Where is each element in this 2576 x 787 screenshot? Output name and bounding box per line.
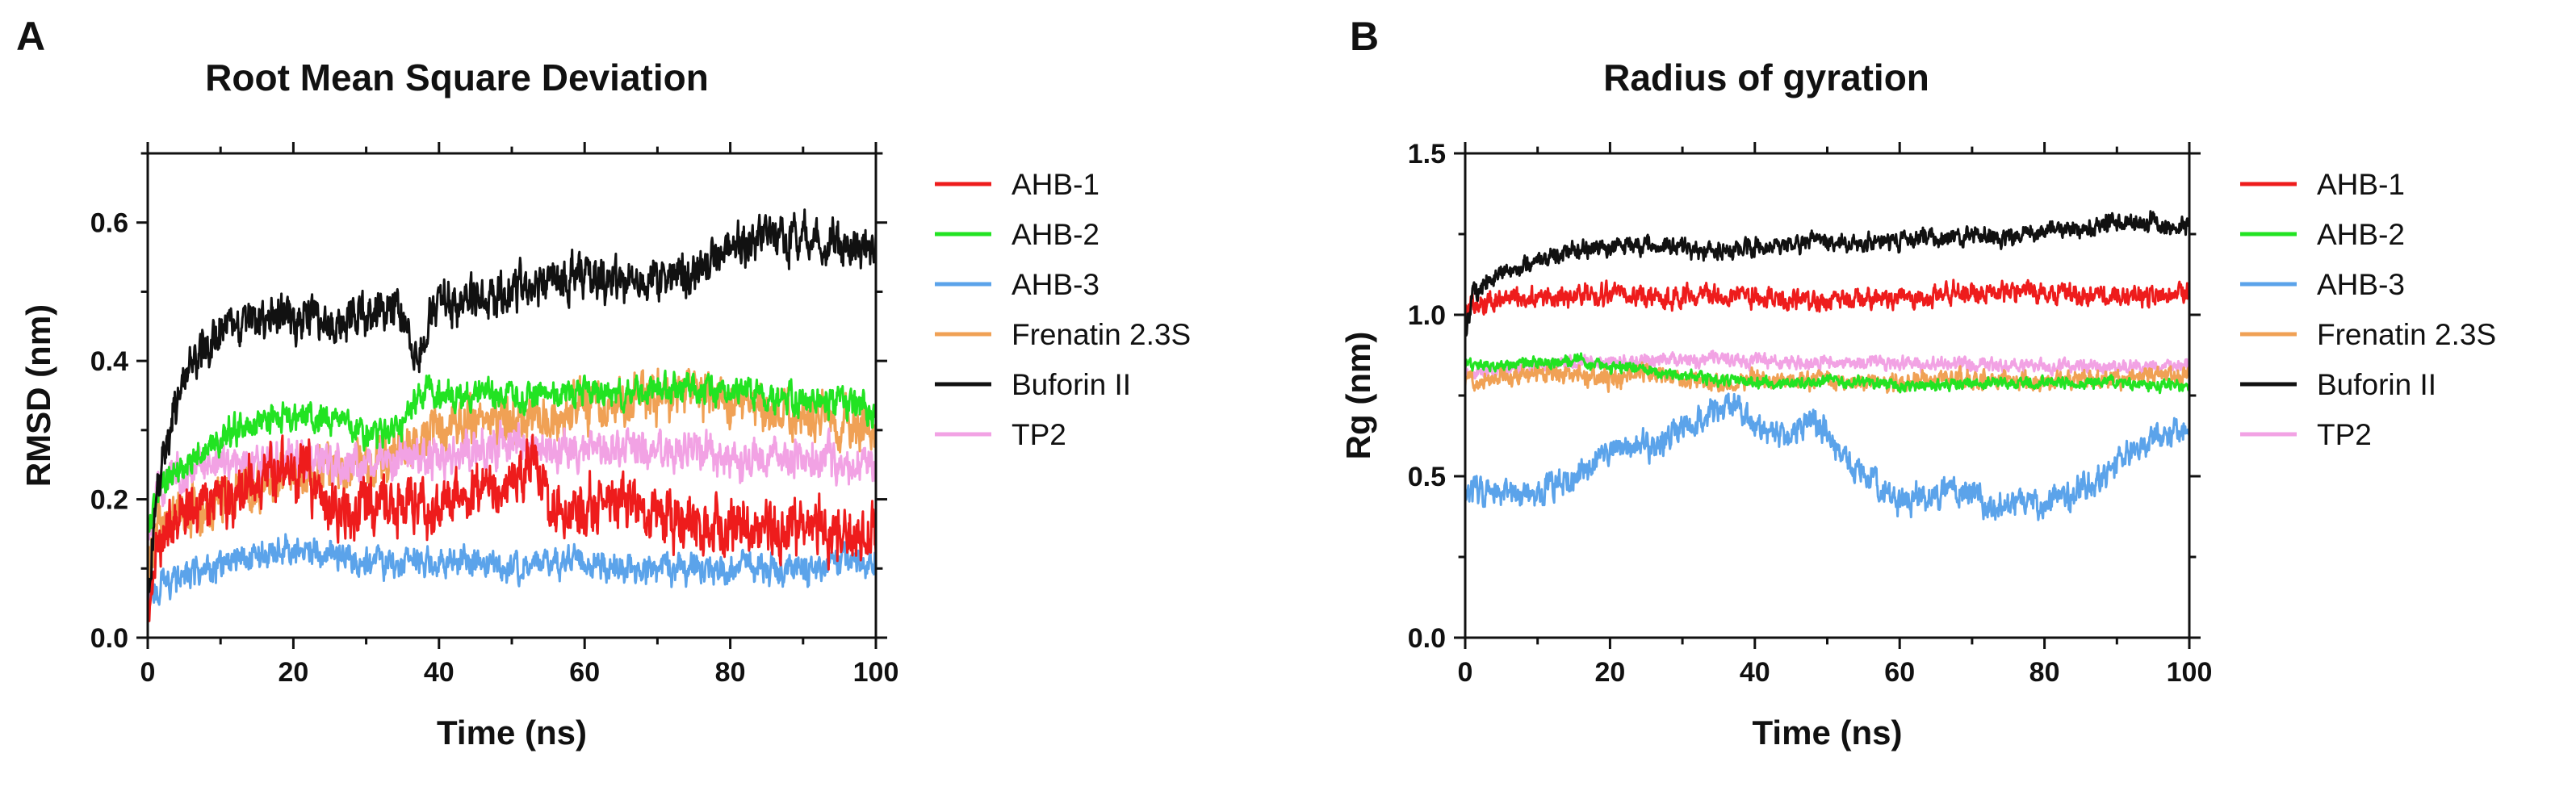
- x-tick-label: 60: [569, 657, 600, 688]
- panel-letter-a: A: [16, 14, 45, 59]
- y-tick-label: 0.0: [1408, 623, 1446, 654]
- panel-b: B Radius of gyration 0 20 40 60 80 100 0.0 0.5 1…: [1339, 14, 2496, 751]
- legend-label: AHB-1: [2317, 168, 2405, 201]
- y-axis-label: Rg (nm): [1339, 332, 1377, 460]
- legend-item: Frenatin 2.3S: [935, 318, 1191, 351]
- chart-title-rmsd: Root Mean Square Deviation: [205, 57, 709, 98]
- rmsd-plot: 0 20 40 60 80 100 0.0 0.2 0.4 0.6 Time (ns) RMSD (n…: [19, 142, 1191, 751]
- chart-title-rg: Radius of gyration: [1603, 57, 1929, 98]
- panel-a: A Root Mean Square Deviation 0 20 40 60 80 10…: [16, 14, 1191, 751]
- x-tick-label: 40: [1740, 657, 1770, 688]
- series-group: [146, 208, 878, 622]
- series-line-ahb-3: [1464, 392, 2191, 521]
- y-tick-label: 1.5: [1408, 139, 1446, 170]
- legend-label: Buforin II: [1012, 368, 1131, 401]
- legend-label: AHB-1: [1012, 168, 1100, 201]
- legend-item: TP2: [935, 418, 1066, 451]
- legend-label: AHB-2: [2317, 218, 2405, 251]
- x-tick-label: 80: [715, 657, 746, 688]
- series-line-ahb-2: [1464, 352, 2191, 395]
- series-line-ahb-3: [146, 533, 878, 606]
- legend-item: AHB-2: [935, 218, 1100, 251]
- legend-label: AHB-3: [2317, 268, 2405, 301]
- x-tick-label: 0: [140, 657, 156, 688]
- legend-item: AHB-1: [2240, 168, 2405, 201]
- legend-label: Frenatin 2.3S: [1012, 318, 1191, 351]
- x-axis-label: Time (ns): [437, 714, 587, 751]
- x-tick-label: 100: [853, 657, 899, 688]
- x-tick-label: 20: [278, 657, 308, 688]
- panel-letter-b: B: [1350, 14, 1379, 59]
- x-tick-label: 0: [1458, 657, 1473, 688]
- series-group: [1464, 210, 2191, 521]
- y-tick-label: 1.0: [1408, 300, 1446, 331]
- rg-plot: 0 20 40 60 80 100 0.0 0.5 1.0 1.5 Time (ns) Rg (nm)…: [1339, 139, 2496, 751]
- series-line-frenatin-2-3s: [1464, 360, 2191, 394]
- legend-item: Buforin II: [2240, 368, 2436, 401]
- legend-label: AHB-3: [1012, 268, 1100, 301]
- x-tick-label: 80: [2029, 657, 2060, 688]
- x-tick-label: 60: [1884, 657, 1915, 688]
- y-axis-label: RMSD (nm): [19, 304, 57, 487]
- series-line-buforin-ii: [146, 208, 878, 602]
- legend-label: TP2: [2317, 418, 2372, 451]
- y-tick-label: 0.6: [90, 208, 128, 239]
- series-line-ahb-1: [146, 433, 878, 622]
- x-axis-label: Time (ns): [1753, 714, 1903, 751]
- legend-label: TP2: [1012, 418, 1066, 451]
- x-tick-label: 20: [1594, 657, 1625, 688]
- series-line-buforin-ii: [1464, 210, 2191, 337]
- x-tick-label: 100: [2167, 657, 2213, 688]
- legend-label: AHB-2: [1012, 218, 1100, 251]
- x-tick-label: 40: [424, 657, 454, 688]
- legend: AHB-1 AHB-2 AHB-3 Frenatin 2.3S Buforin II TP…: [935, 168, 1191, 451]
- legend-item: AHB-1: [935, 168, 1100, 201]
- y-tick-label: 0.2: [90, 485, 128, 516]
- legend-item: AHB-3: [935, 268, 1100, 301]
- y-tick-label: 0.4: [90, 346, 128, 377]
- y-tick-label: 0.5: [1408, 462, 1446, 492]
- legend-item: AHB-2: [2240, 218, 2405, 251]
- series-line-tp2: [1464, 350, 2191, 380]
- legend: AHB-1 AHB-2 AHB-3 Frenatin 2.3S Buforin II TP…: [2240, 168, 2496, 451]
- legend-item: TP2: [2240, 418, 2372, 451]
- series-line-ahb-1: [1464, 278, 2191, 320]
- legend-label: Frenatin 2.3S: [2317, 318, 2496, 351]
- series-line-ahb-2: [146, 369, 878, 533]
- y-tick-label: 0.0: [90, 623, 128, 654]
- legend-item: Frenatin 2.3S: [2240, 318, 2496, 351]
- legend-item: Buforin II: [935, 368, 1131, 401]
- legend-label: Buforin II: [2317, 368, 2436, 401]
- legend-item: AHB-3: [2240, 268, 2405, 301]
